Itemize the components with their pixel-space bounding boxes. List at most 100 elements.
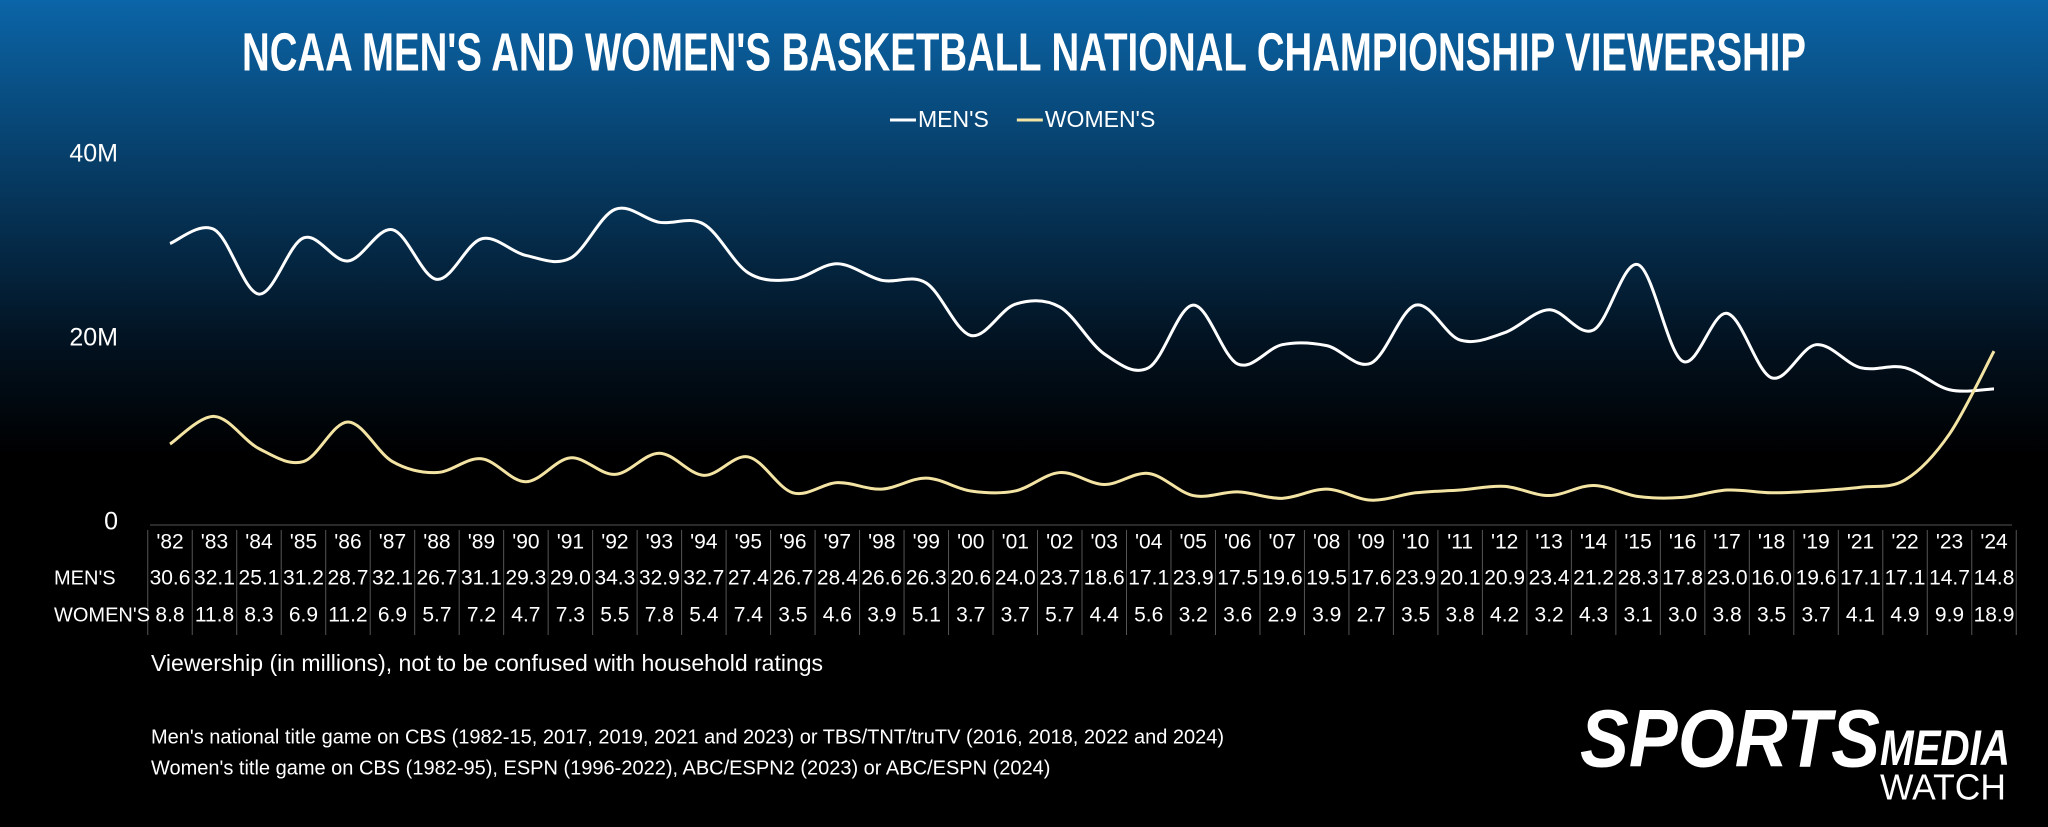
data-label: 11.8	[195, 604, 234, 627]
x-tick-label: '88	[423, 531, 450, 554]
data-label: 8.8	[155, 604, 184, 627]
x-tick-label: '22	[1891, 531, 1918, 554]
x-tick-label: '82	[156, 531, 183, 554]
x-tick-label: '99	[913, 531, 940, 554]
data-label: 7.8	[645, 604, 674, 627]
series-line	[169, 350, 1996, 502]
data-label: 21.2	[1573, 567, 1614, 590]
x-tick-label: '23	[1936, 531, 1963, 554]
data-label: 4.6	[823, 604, 852, 627]
data-label: 26.3	[906, 567, 947, 590]
x-tick-label: '08	[1313, 531, 1340, 554]
data-label: 2.7	[1357, 604, 1386, 627]
data-label: 26.6	[861, 567, 902, 590]
data-label: 4.2	[1490, 604, 1519, 627]
data-label: 19.6	[1262, 567, 1303, 590]
data-label: 28.4	[817, 567, 858, 590]
data-label: 14.8	[1974, 567, 2015, 590]
x-tick-label: '05	[1180, 531, 1207, 554]
data-label: 6.9	[289, 604, 318, 627]
data-label: 3.7	[1001, 604, 1030, 627]
x-tick-label: '90	[512, 531, 539, 554]
data-label: 5.7	[422, 604, 451, 627]
data-label: 5.6	[1134, 604, 1163, 627]
data-label: 3.7	[1801, 604, 1830, 627]
data-label: 3.5	[778, 604, 807, 627]
data-label: 4.7	[511, 604, 540, 627]
x-tick-label: '95	[735, 531, 762, 554]
data-label: 4.1	[1846, 604, 1875, 627]
data-label: 31.2	[283, 567, 324, 590]
data-label: 26.7	[416, 567, 457, 590]
data-label: 23.0	[1707, 567, 1748, 590]
x-tick-label: '98	[868, 531, 895, 554]
data-label: 17.1	[1128, 567, 1169, 590]
data-label: 34.3	[594, 567, 635, 590]
note: Viewership (in millions), not to be conf…	[151, 650, 823, 676]
data-label: 5.4	[689, 604, 719, 627]
data-label: 11.2	[328, 604, 367, 627]
row-header: WOMEN'S	[54, 604, 150, 626]
data-label: 3.2	[1179, 604, 1208, 627]
data-label: 32.1	[372, 567, 413, 590]
x-tick-label: '19	[1802, 531, 1829, 554]
data-label: 26.7	[772, 567, 813, 590]
data-label: 4.4	[1090, 604, 1120, 627]
x-tick-label: '07	[1269, 531, 1296, 554]
logo-media: MEDIA	[1880, 720, 2010, 776]
x-tick-label: '11	[1447, 531, 1473, 554]
x-tick-label: '10	[1402, 531, 1429, 554]
data-label: 31.1	[461, 567, 502, 590]
data-label: 23.9	[1395, 567, 1436, 590]
data-label: 17.8	[1662, 567, 1703, 590]
data-label: 7.3	[556, 604, 585, 627]
x-tick-label: '85	[290, 531, 317, 554]
x-tick-label: '17	[1713, 531, 1740, 554]
note: Men's national title game on CBS (1982-1…	[151, 726, 1224, 748]
data-label: 28.7	[328, 567, 369, 590]
data-label: 18.9	[1974, 604, 2015, 627]
data-label: 19.5	[1306, 567, 1347, 590]
legend-label: MEN'S	[918, 106, 989, 132]
data-label: 17.6	[1351, 567, 1392, 590]
data-label: 7.2	[467, 604, 496, 627]
data-label: 17.1	[1840, 567, 1881, 590]
logo-sports: SPORTS	[1580, 694, 1880, 785]
data-label: 5.1	[912, 604, 941, 627]
x-tick-label: '13	[1535, 531, 1562, 554]
data-label: 9.9	[1935, 604, 1964, 627]
data-label: 4.3	[1579, 604, 1608, 627]
data-label: 3.9	[867, 604, 896, 627]
data-label: 20.1	[1440, 567, 1481, 590]
series-line	[169, 206, 1995, 393]
data-label: 32.7	[683, 567, 724, 590]
x-tick-label: '09	[1357, 531, 1384, 554]
data-label: 3.2	[1535, 604, 1564, 627]
data-label: 3.7	[956, 604, 985, 627]
note: Women's title game on CBS (1982-95), ESP…	[151, 757, 1050, 779]
data-label: 4.9	[1890, 604, 1919, 627]
data-label: 24.0	[995, 567, 1036, 590]
x-tick-label: '12	[1491, 531, 1518, 554]
logo-watch: WATCH	[1880, 767, 2006, 808]
data-label: 3.6	[1223, 604, 1252, 627]
x-tick-label: '18	[1758, 531, 1785, 554]
data-label: 3.0	[1668, 604, 1697, 627]
y-tick-label: 40M	[69, 140, 118, 168]
data-label: 29.0	[550, 567, 591, 590]
x-tick-label: '01	[1002, 531, 1029, 554]
data-label: 20.9	[1484, 567, 1525, 590]
x-tick-label: '87	[379, 531, 406, 554]
x-tick-label: '03	[1091, 531, 1118, 554]
x-tick-label: '00	[957, 531, 984, 554]
data-label: 3.5	[1401, 604, 1430, 627]
data-label: 25.1	[239, 567, 280, 590]
data-label: 18.6	[1084, 567, 1125, 590]
data-label: 3.5	[1757, 604, 1786, 627]
x-tick-label: '14	[1580, 531, 1608, 554]
data-label: 3.9	[1312, 604, 1341, 627]
x-tick-label: '84	[245, 531, 273, 554]
x-tick-label: '21	[1847, 531, 1874, 554]
